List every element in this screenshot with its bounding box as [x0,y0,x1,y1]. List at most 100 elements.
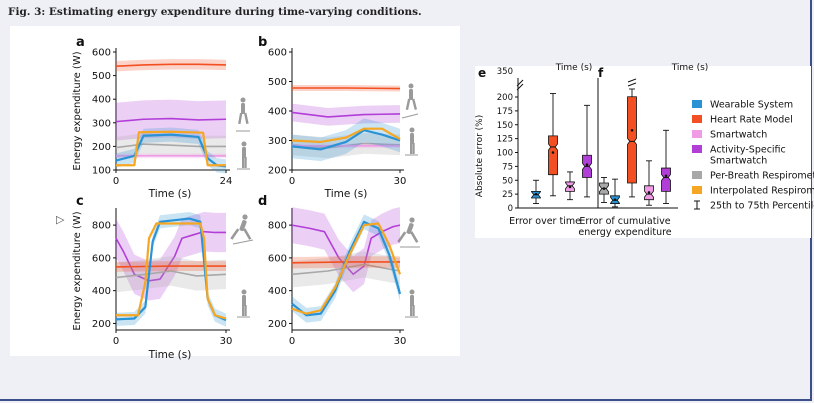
line-activity-specific-smartwatch-d [291,224,401,276]
y-tick-label-a: 400 [92,95,111,106]
x-tick-label-a: 0 [113,176,119,187]
y-tick-label-d: 600 [268,253,287,264]
walker-icon-c-bottom [237,289,250,318]
y-tick-label-c: 600 [92,253,111,264]
box-panel-f [597,78,678,209]
line-interpolated-respirometry-a [116,130,226,167]
legend-item-5: Interpolated Respirometry [692,186,814,197]
runner-icon-c-top [230,214,254,245]
clipped-label-f-top: Time (s) [671,63,709,73]
mean-heart-rate-model-f [630,129,634,132]
legend-item-1: Heart Rate Model [692,115,793,126]
line-interpolated-respirometry-c [116,222,227,320]
panel-letter-d: d [258,194,267,209]
y-tick-label-e: 350 [497,67,513,77]
y-tick-label-b: 600 [268,48,287,59]
line-wearable-system-d [291,220,402,317]
y-tick-label-d: 400 [268,286,287,297]
panel-left-background [10,26,460,356]
mean-heart-rate-model-e [551,151,555,154]
legend-item-6: 25th to 75th Percentile [694,200,814,212]
chart-panel-d: 200 400 600 800 0 30 [268,207,406,347]
y-tick-label-e: 200 [497,93,513,103]
xlabel-f-line1: Error of cumulative [579,216,670,227]
panel-letter-f: f [598,66,604,80]
y-tick-label-e: 125 [497,135,513,145]
y-tick-label-c: 200 [92,319,111,330]
chart-panel-b: 200 300 400 500 600 0 30 [268,48,406,188]
xlabel-b: Time (s) [324,188,368,200]
legend-label: Per-Breath Respirometry [710,171,814,182]
y-tick-label-e: 0 [508,204,513,214]
line-wearable-system-a [115,133,227,168]
walker-icon-a-top [236,97,250,132]
legend-label-line2: Smartwatch [710,156,767,167]
box-activity-specific-smartwatch-f [661,167,671,192]
x-tick-label-a: 24 [220,176,233,187]
y-tick-label-b: 300 [268,136,287,147]
legend-label: Wearable System [710,100,793,111]
y-tick-label-d: 200 [268,319,287,330]
y-tick-label-b: 400 [268,107,287,118]
y-tick-label-e: 150 [497,121,513,131]
y-tick-label-e: 100 [497,149,513,159]
mean-activity-specific-smartwatch-e [585,163,589,167]
mean-activity-specific-smartwatch-f [664,174,668,178]
y-tick-label-a: 300 [92,118,111,129]
legend-item-2: Smartwatch [692,130,767,141]
legend-label: Heart Rate Model [710,115,793,126]
legend: Wearable System Heart Rate Model Smartwatc… [692,100,814,212]
xlabel-e: Error over time [509,216,581,227]
x-tick-label-c: 30 [220,336,233,347]
y-tick-label-a: 600 [92,48,111,59]
band-activity-specific-smartwatch-b [292,103,400,126]
y-tick-label-d: 800 [268,221,287,232]
legend-swatch [692,186,702,194]
line-interpolated-respirometry-b [291,127,401,144]
x-tick-label-c: 0 [113,336,119,347]
xlabel-a: Time (s) [148,188,192,200]
chart-panel-c: 200 400 600 800 0 30 [92,208,232,347]
legend-swatch [692,145,702,153]
walker-icon-b-bottom [405,127,418,156]
ylabel-a: Energy expenditure (W) [72,51,83,170]
band-activity-specific-smartwatch-d [292,207,400,293]
y-tick-label-a: 200 [92,142,111,153]
panel-letter-e: e [478,66,486,80]
mean-smartwatch-e [568,185,572,189]
line-heart-rate-model-a [115,63,227,67]
y-tick-label-c: 800 [92,221,111,232]
box-heart-rate-model-e [548,135,558,176]
legend-label: Smartwatch [710,130,767,141]
y-tick-label-e: 25 [502,190,513,200]
axis-break-f [627,78,637,83]
y-tick-label-c: 400 [92,286,111,297]
mean-wearable-system-f [613,198,617,201]
box-panel-e: 0 25 50 75 100 125 150 175 200 350 [497,67,609,214]
band-per-breath-respirometry-c [116,256,226,293]
legend-label: Interpolated Respirometry [710,186,814,197]
line-interpolated-respirometry-d [291,222,402,315]
mean-smartwatch-f [647,191,651,194]
mean-wearable-system-e [534,192,538,196]
x-tick-label-b: 0 [289,176,295,187]
legend-swatch [692,100,702,108]
clipped-label-b-top: Time (s) [555,63,593,73]
walker-icon-b-top [401,83,419,119]
figure-title: Fig. 3: Estimating energy expenditure du… [8,6,422,18]
line-activity-specific-smartwatch-a [115,117,227,123]
legend-swatch [692,115,702,123]
legend-label: Activity-Specific [710,145,786,156]
band-activity-specific-smartwatch-a [116,99,226,141]
runner-icon-d-top [397,217,420,248]
panel-letter-c: c [76,194,84,209]
x-tick-label-d: 30 [394,336,407,347]
y-tick-label-e: 50 [502,176,513,186]
y-tick-label-e: 75 [502,162,513,172]
panel-letter-b: b [258,35,267,50]
band-heart-rate-model-a [116,59,226,72]
y-tick-label-b: 200 [268,166,287,177]
band-per-breath-respirometry-d [292,251,400,288]
legend-item-0: Wearable System [692,100,793,111]
